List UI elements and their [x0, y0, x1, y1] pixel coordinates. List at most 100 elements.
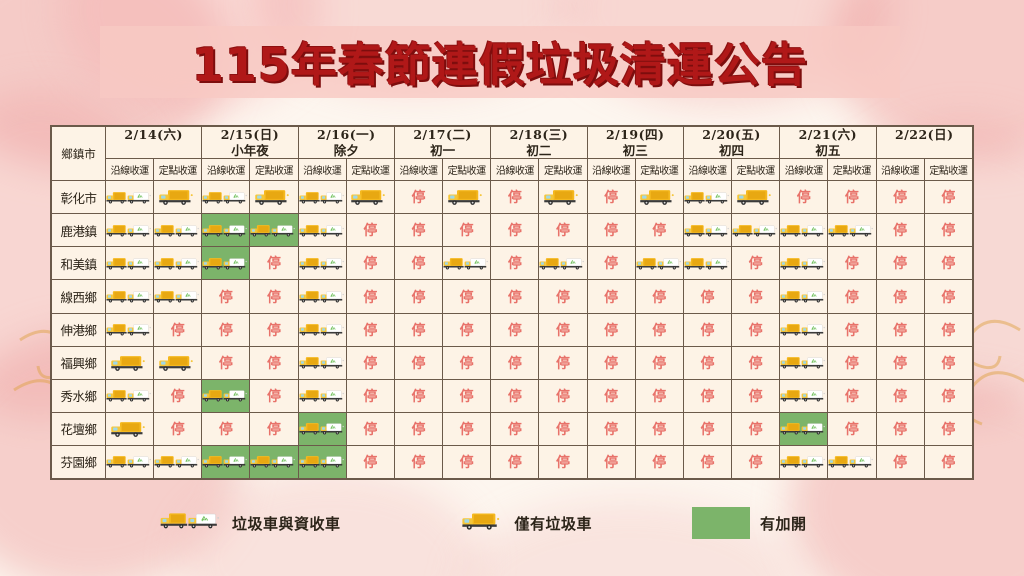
cell-both-trucks [779, 444, 829, 480]
cell-stop: 停 [634, 411, 684, 446]
cell-stop: 停 [393, 411, 444, 446]
cell-stop: 停 [827, 312, 877, 347]
collection-type-header-5-1: 沿線收運 [490, 158, 540, 182]
date-label: 2/20(五) [702, 127, 761, 142]
cell-stop: 停 [682, 312, 733, 347]
cell-stop: 停 [345, 411, 395, 446]
collection-type-header-7-1: 沿線收運 [682, 158, 733, 182]
stop-label: 停 [604, 389, 619, 405]
cell-stop: 停 [875, 345, 925, 380]
stop-label: 停 [363, 224, 378, 240]
cell-both-trucks [297, 246, 347, 281]
stop-label: 停 [893, 356, 908, 372]
cell-stop: 停 [393, 246, 444, 281]
date-header-8: 2/21(六) 初五 [779, 125, 877, 160]
collection-type-header-9-2: 定點收運 [923, 158, 974, 182]
town-label: 福興鄉 [51, 345, 106, 380]
lunar-label: 初二 [526, 142, 552, 158]
collection-type-header-6-2: 定點收運 [634, 158, 684, 182]
both-trucks-icon [299, 189, 346, 206]
cell-both-trucks [827, 444, 877, 480]
stop-label: 停 [411, 191, 426, 207]
cell-garbage-truck [538, 180, 588, 215]
collection-type-header-8-2: 定點收運 [827, 158, 877, 182]
cell-garbage-truck [731, 180, 781, 215]
cell-stop: 停 [490, 180, 540, 215]
cell-both-trucks [249, 213, 299, 248]
cell-stop: 停 [923, 411, 974, 446]
garbage-truck-icon [443, 187, 490, 207]
stop-label: 停 [267, 257, 282, 273]
both-trucks-icon [106, 387, 153, 404]
cell-stop: 停 [393, 444, 444, 480]
cell-stop: 停 [634, 279, 684, 314]
stop-label: 停 [507, 224, 522, 240]
date-header-6: 2/19(四) 初三 [586, 125, 684, 160]
both-trucks-icon [299, 255, 346, 272]
date-label: 2/15(日) [220, 127, 280, 142]
cell-both-trucks [779, 378, 829, 413]
cell-stop: 停 [345, 246, 395, 281]
cell-stop: 停 [393, 378, 444, 413]
stop-label: 停 [411, 224, 426, 240]
table-row: 線西鄉 停 停 停 停 停 停 停 停 停 停 停 停 停 停 [51, 279, 974, 314]
cell-stop: 停 [345, 345, 395, 380]
cell-stop: 停 [153, 378, 203, 413]
cell-stop: 停 [249, 312, 299, 347]
town-label: 芬園鄉 [51, 444, 106, 480]
garbage-truck-icon [732, 187, 779, 207]
stop-label: 停 [941, 455, 956, 471]
cell-stop: 停 [249, 378, 299, 413]
cell-stop: 停 [827, 279, 877, 314]
both-trucks-icon [106, 222, 153, 239]
cell-garbage-truck [153, 345, 203, 380]
cell-stop: 停 [731, 279, 781, 314]
both-trucks-icon [106, 321, 153, 338]
cell-stop: 停 [586, 411, 636, 446]
both-trucks-icon [299, 354, 346, 371]
cell-stop: 停 [249, 279, 299, 314]
both-trucks-icon [202, 189, 249, 206]
date-header-3: 2/16(一) 除夕 [297, 125, 395, 160]
stop-label: 停 [267, 290, 282, 306]
stop-label: 停 [748, 323, 763, 339]
stop-label: 停 [459, 323, 474, 339]
both-trucks-icon [160, 510, 222, 536]
both-trucks-icon [106, 288, 153, 305]
cell-both-trucks [297, 279, 347, 314]
cell-stop: 停 [345, 312, 395, 347]
cell-stop: 停 [731, 444, 781, 480]
both-trucks-icon [202, 222, 249, 239]
schedule-table-panel: 鄉鎮市 2/14(六) 2/15(日) 小年夜 2/16(一) 除夕 2/17(二) 初一 2… [50, 125, 974, 480]
both-trucks-icon [780, 321, 827, 338]
stop-label: 停 [844, 389, 859, 405]
cell-stop: 停 [827, 411, 877, 446]
stop-label: 停 [941, 224, 956, 240]
cell-both-trucks [104, 444, 155, 480]
both-trucks-icon [684, 189, 731, 206]
stop-label: 停 [700, 290, 715, 306]
cell-both-trucks [201, 444, 251, 480]
stop-label: 停 [652, 356, 667, 372]
cell-stop: 停 [827, 246, 877, 281]
cell-stop: 停 [634, 345, 684, 380]
garbage-truck-icon [106, 419, 153, 439]
table-row: 彰化市 停 停 停 停 停 停 停 [51, 180, 974, 215]
cell-stop: 停 [827, 345, 877, 380]
both-trucks-icon [443, 255, 490, 272]
cell-both-trucks [779, 345, 829, 380]
stop-label: 停 [748, 290, 763, 306]
both-trucks-icon [780, 354, 827, 371]
collection-type-header-2-2: 定點收運 [249, 158, 299, 182]
cell-stop: 停 [538, 378, 588, 413]
stop-label: 停 [170, 422, 185, 438]
cell-both-trucks [682, 246, 733, 281]
cell-garbage-truck [634, 180, 684, 215]
collection-type-header-2-1: 沿線收運 [201, 158, 251, 182]
stop-label: 停 [604, 356, 619, 372]
stop-label: 停 [459, 422, 474, 438]
cell-both-trucks [731, 213, 781, 248]
cell-stop: 停 [923, 213, 974, 248]
cell-both-trucks [201, 246, 251, 281]
